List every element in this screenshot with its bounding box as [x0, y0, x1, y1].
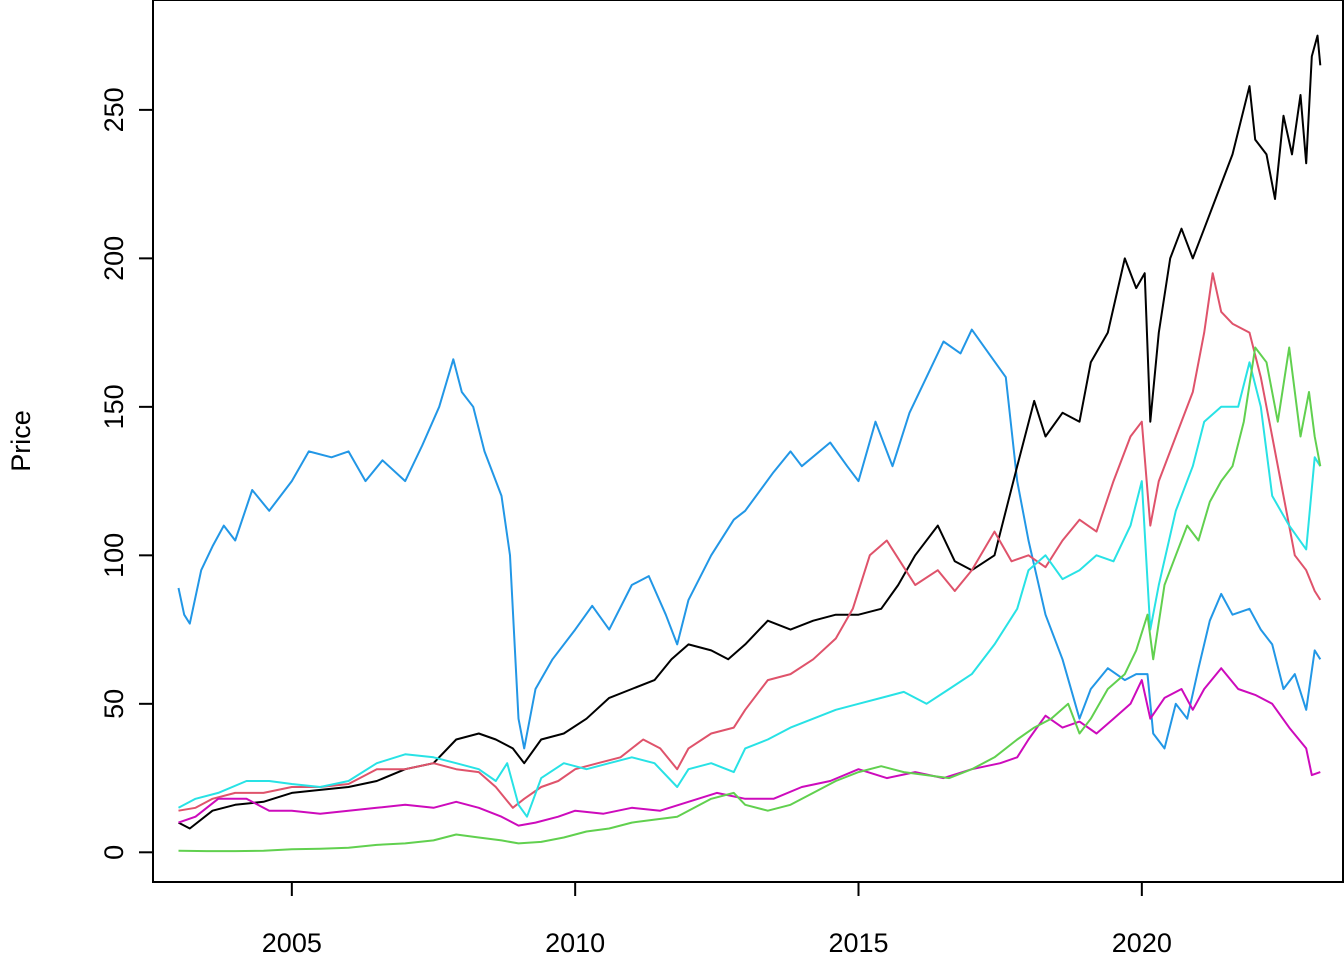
series-line-4 [178, 361, 1322, 818]
series-line-6 [178, 346, 1322, 853]
y-tick-label: 100 [99, 533, 129, 578]
series-line-1 [177, 328, 1322, 750]
y-axis-label: Price [6, 410, 36, 472]
y-tick-label: 0 [99, 845, 129, 860]
series-layer [177, 34, 1322, 853]
series-line-5 [178, 667, 1321, 827]
x-tick-label: 2005 [262, 928, 322, 958]
y-tick-label: 50 [99, 689, 129, 719]
x-tick-label: 2020 [1112, 928, 1172, 958]
y-tick-label: 200 [99, 236, 129, 281]
plot-frame [152, 0, 1344, 883]
x-tick-label: 2015 [828, 928, 888, 958]
y-tick-label: 250 [99, 87, 129, 132]
y-tick-label: 150 [99, 384, 129, 429]
y-axis: 0 50 100 150 200 250 [99, 87, 154, 860]
x-axis: 2005 2010 2015 2020 [262, 881, 1172, 958]
series-line-3 [178, 272, 1322, 812]
x-tick-label: 2010 [545, 928, 605, 958]
